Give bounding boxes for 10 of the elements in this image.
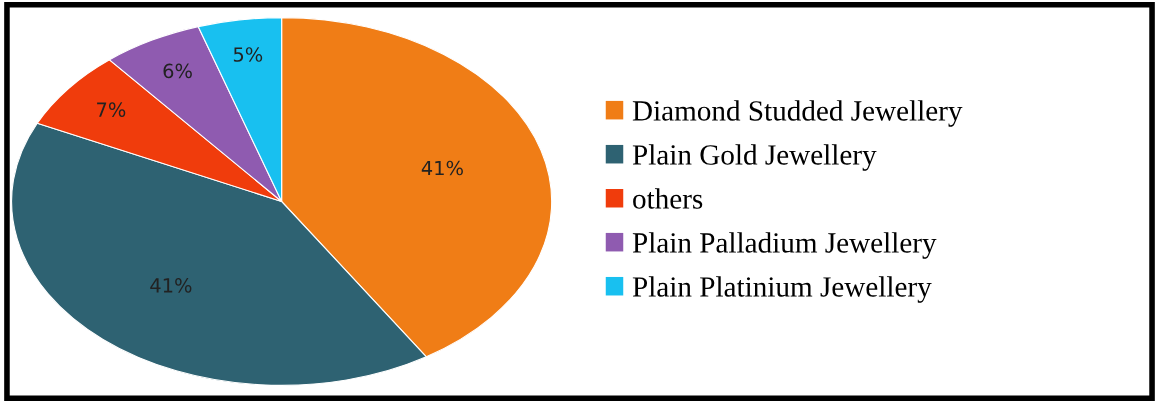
legend-label: others	[633, 188, 703, 209]
data-label: 41%	[421, 160, 463, 176]
data-label: 41%	[150, 277, 192, 293]
legend-label: Plain Palladium Jewellery	[632, 232, 937, 259]
legend-label: Plain Gold Jewellery	[632, 144, 877, 171]
data-label: 6%	[163, 63, 192, 79]
data-label: 7%	[97, 102, 126, 117]
legend-label: Plain Platinium Jewellery	[632, 276, 932, 303]
data-label: 5%	[233, 47, 263, 62]
legend-label: Diamond Studded Jewellery	[632, 100, 963, 127]
